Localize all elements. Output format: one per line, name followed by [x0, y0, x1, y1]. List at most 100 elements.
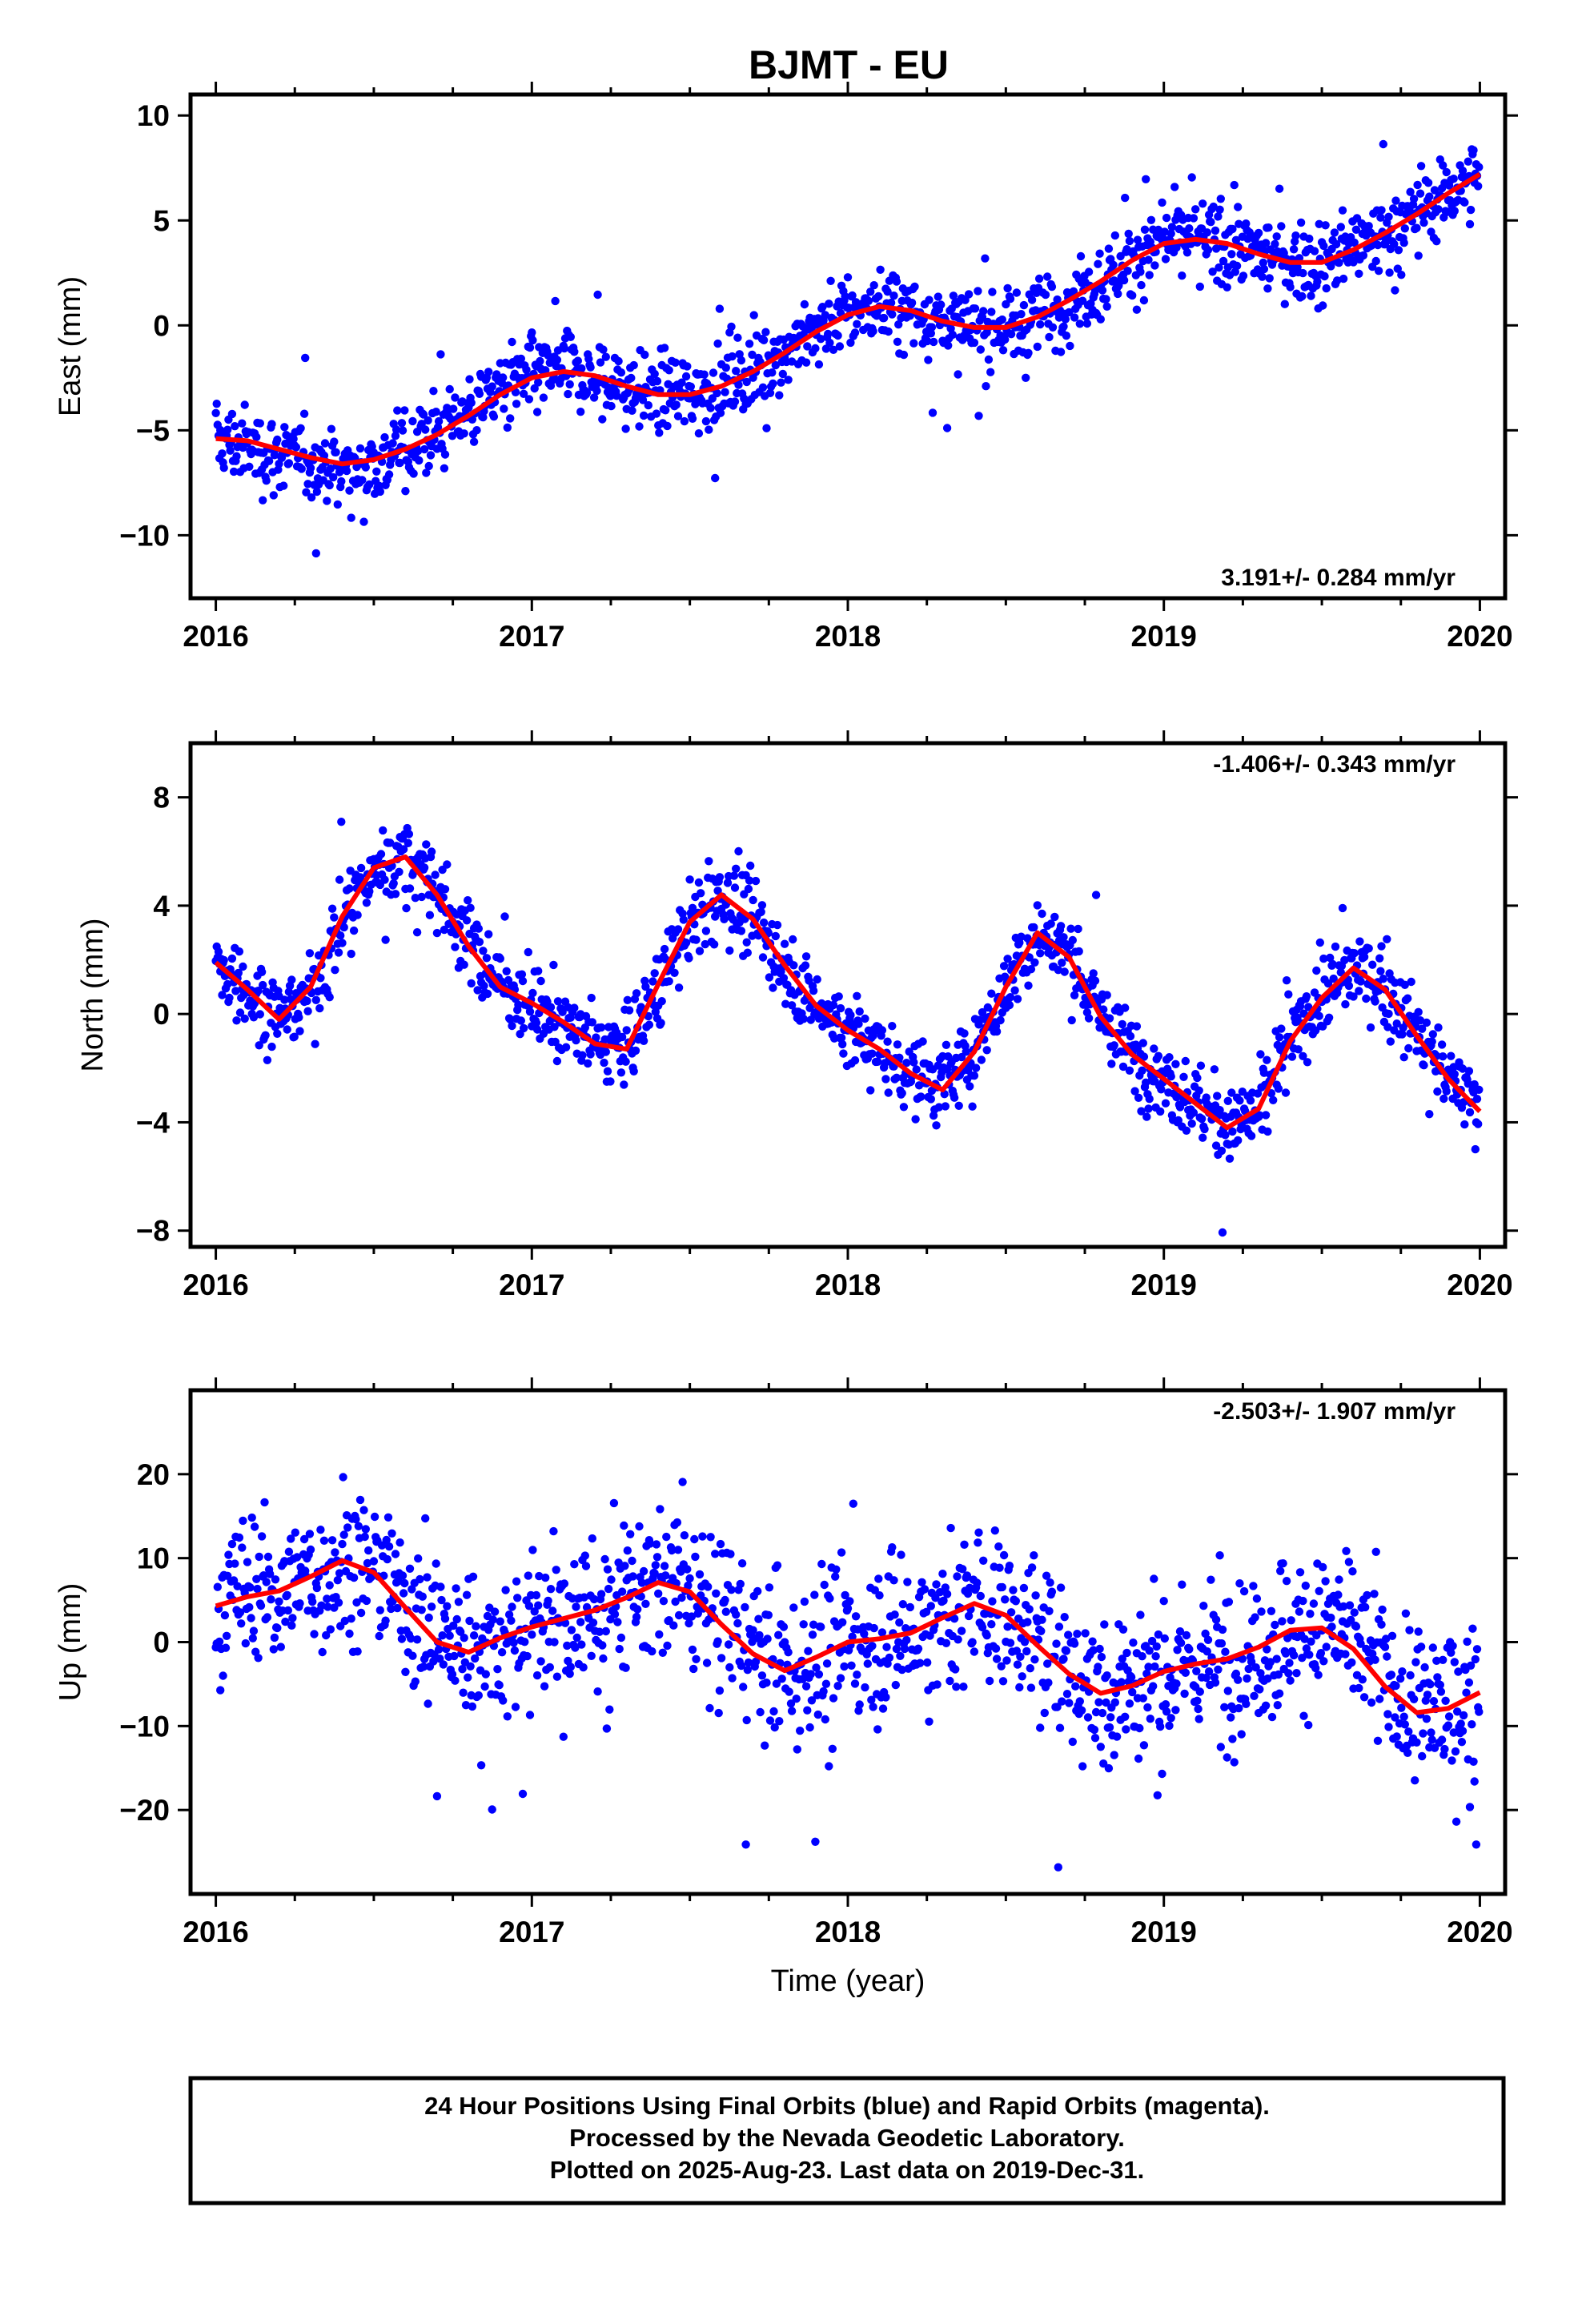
- data-point: [650, 369, 659, 379]
- data-point: [1161, 1099, 1170, 1108]
- data-point: [641, 1599, 650, 1609]
- data-point: [432, 928, 442, 938]
- data-point: [869, 327, 877, 336]
- data-point: [375, 487, 384, 497]
- data-point: [680, 416, 689, 426]
- data-point: [1347, 1658, 1356, 1667]
- data-point: [1162, 1707, 1171, 1716]
- data-point: [1447, 1756, 1456, 1765]
- data-point: [1036, 949, 1045, 958]
- data-point: [787, 357, 797, 366]
- data-point: [892, 277, 901, 286]
- data-point: [440, 885, 450, 894]
- data-point: [1098, 286, 1107, 295]
- data-point: [1356, 1639, 1365, 1648]
- data-point: [528, 1630, 536, 1639]
- data-point: [1238, 1655, 1247, 1663]
- data-point: [1453, 1707, 1462, 1716]
- data-point: [1442, 167, 1451, 177]
- data-point: [1161, 1700, 1170, 1709]
- data-point: [855, 1700, 864, 1709]
- data-point: [462, 916, 472, 925]
- data-point: [528, 988, 537, 998]
- data-point: [1126, 1673, 1136, 1682]
- data-point: [905, 1602, 915, 1612]
- data-point: [985, 1676, 994, 1686]
- data-point: [737, 927, 746, 935]
- data-point: [359, 517, 368, 526]
- data-point: [757, 1671, 767, 1680]
- data-point: [868, 1049, 877, 1058]
- data-point: [1239, 271, 1248, 280]
- data-point: [380, 432, 389, 442]
- data-point: [1259, 1068, 1269, 1077]
- data-point: [1398, 1667, 1407, 1676]
- data-point: [1399, 1712, 1408, 1721]
- data-point: [683, 362, 692, 371]
- data-point: [779, 1622, 789, 1631]
- data-point: [775, 1717, 784, 1726]
- data-point: [1336, 223, 1346, 231]
- data-point: [257, 967, 267, 977]
- data-point: [1187, 173, 1196, 182]
- data-point: [715, 304, 725, 313]
- data-point: [1151, 1652, 1160, 1661]
- data-point: [396, 1538, 404, 1547]
- data-point: [1189, 1108, 1199, 1117]
- data-point: [241, 1638, 250, 1648]
- data-point: [800, 300, 809, 309]
- data-point: [1428, 1643, 1438, 1652]
- data-point: [627, 373, 636, 383]
- data-point: [1199, 199, 1207, 208]
- data-point: [323, 1594, 331, 1603]
- data-point: [712, 1589, 721, 1598]
- data-point: [837, 1548, 846, 1557]
- data-point: [1216, 195, 1226, 203]
- data-point: [992, 1655, 1002, 1663]
- data-point: [1324, 1013, 1334, 1023]
- data-point: [701, 927, 711, 935]
- data-point: [1138, 1039, 1148, 1047]
- data-point: [1367, 1698, 1376, 1707]
- data-point: [1349, 258, 1358, 267]
- data-point: [369, 1557, 379, 1566]
- data-point: [1406, 1671, 1415, 1680]
- data-point: [1355, 269, 1363, 278]
- data-point: [759, 336, 769, 344]
- data-point: [1296, 218, 1306, 227]
- data-point: [988, 1597, 997, 1606]
- data-point: [1166, 229, 1175, 238]
- data-point: [1462, 1688, 1471, 1697]
- data-point: [1255, 1685, 1264, 1694]
- data-point: [873, 1057, 882, 1067]
- data-point: [1275, 184, 1284, 193]
- data-point: [755, 1630, 764, 1640]
- data-point: [1274, 1084, 1283, 1093]
- data-point: [616, 368, 626, 377]
- data-point: [335, 1569, 344, 1578]
- data-point: [1145, 1647, 1154, 1655]
- data-point: [271, 1575, 280, 1584]
- data-point: [1219, 256, 1228, 266]
- data-point: [685, 954, 693, 963]
- data-point: [404, 830, 414, 838]
- data-point: [928, 408, 938, 417]
- data-point: [1036, 320, 1045, 329]
- data-point: [1265, 274, 1274, 283]
- data-point: [1154, 1630, 1163, 1639]
- data-point: [1193, 1696, 1202, 1705]
- data-point: [314, 951, 323, 960]
- data-point: [1102, 1671, 1111, 1680]
- data-point: [1333, 276, 1342, 285]
- data-point: [1387, 1631, 1397, 1640]
- data-point: [1416, 162, 1426, 171]
- data-point: [1033, 342, 1042, 352]
- data-point: [1307, 1637, 1315, 1646]
- data-point: [342, 466, 351, 476]
- data-point: [1289, 1651, 1299, 1660]
- data-point: [443, 860, 452, 869]
- data-point: [361, 1525, 370, 1534]
- data-point: [1237, 1730, 1246, 1739]
- data-point: [398, 1571, 408, 1580]
